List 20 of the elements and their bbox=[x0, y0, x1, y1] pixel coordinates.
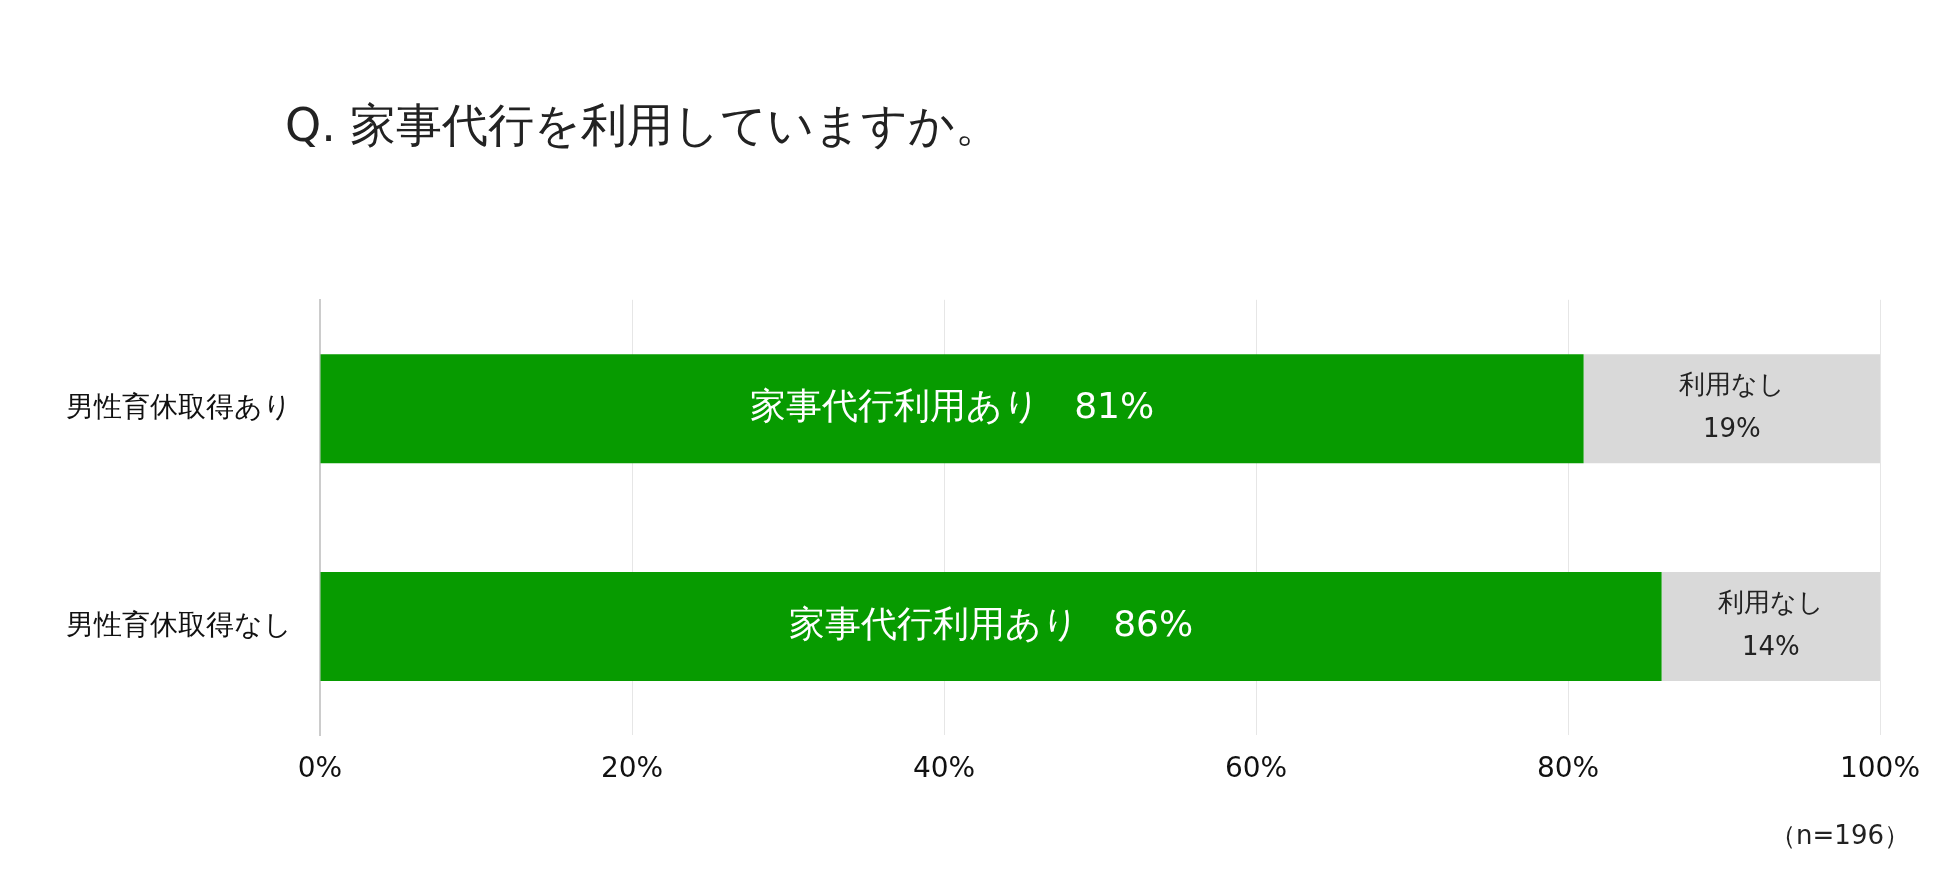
bar bbox=[1583, 354, 1880, 464]
x-tick-label: 20% bbox=[600, 751, 664, 785]
bar bbox=[320, 572, 1662, 681]
bar bbox=[1661, 572, 1880, 681]
text: （n=196） bbox=[1770, 819, 1910, 852]
text: 利用なし bbox=[1717, 587, 1824, 618]
text: 家事代行利用あり 81% bbox=[749, 385, 1155, 427]
text: 家事代行利用あり 86% bbox=[788, 602, 1194, 644]
data-label: 14% bbox=[1741, 631, 1800, 662]
x-tick-label: 60% bbox=[1224, 751, 1288, 785]
y-tick-label: 男性育休取得あり bbox=[66, 389, 292, 423]
series-label: 利用なし bbox=[1678, 369, 1785, 400]
x-tick-label: 100% bbox=[1839, 751, 1921, 785]
x-tick-label: 40% bbox=[912, 751, 976, 785]
bar bbox=[320, 354, 1584, 464]
x-tick-label: 0% bbox=[297, 751, 343, 785]
y-tick-label: 男性育休取得なし bbox=[66, 607, 292, 641]
x-tick-label: 80% bbox=[1536, 751, 1600, 785]
data-label: 19% bbox=[1702, 413, 1761, 444]
chart-title: Q. 家事代行を利用していますか。 bbox=[285, 97, 1002, 154]
